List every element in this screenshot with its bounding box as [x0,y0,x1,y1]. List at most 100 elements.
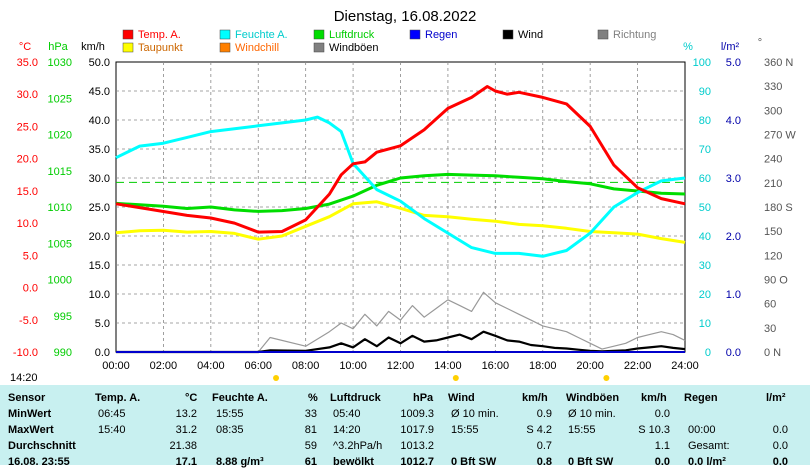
x-tick-label: 14:00 [434,360,462,372]
humidity-tick-label: 60 [699,173,711,185]
table-cell-press-v: 1012.7 [400,456,434,468]
table-cell-gust-v: 0.0 [654,456,670,468]
table-cell-gust-t: 15:55 [568,424,596,436]
table-cell-wind-v: 0.8 [536,456,552,468]
wind-unit-label: km/h [81,41,105,53]
temp-tick-label: 10.0 [17,218,38,230]
table-cell-wind-t: 15:55 [451,424,479,436]
table-cell-gust-t: Ø 10 min. [568,408,616,420]
table-cell-hum-t: 08:35 [216,424,244,436]
header-temp-unit: °C [185,392,198,404]
legend-swatch [122,42,134,53]
axis-ticks: 00:00 02:00 04:00 06:00 08:00 10:00 12:00 14:00… [13,57,796,372]
pressure-tick-label: 1010 [48,202,72,214]
axis-units: °C hPa km/h% l/m² ° [19,37,762,53]
legend-label: Richtung [613,29,656,41]
humidity-unit-label: % [683,41,693,53]
x-tick-label: 24:00 [671,360,699,372]
table-cell-press-t: ^3.2hPa/h [333,440,383,452]
table-cell-temp-t: 06:45 [98,408,126,420]
temp-tick-label: 25.0 [17,121,38,133]
series-line-feuchte-a- [115,115,686,258]
temp-tick-label: 35.0 [17,57,38,69]
legend-swatch [313,42,325,53]
x-tick-label: 18:00 [529,360,557,372]
humidity-tick-label: 30 [699,260,711,272]
direction-tick-label: 360 N [764,57,793,69]
direction-unit-label: ° [758,37,762,49]
humidity-tick-label: 100 [693,57,711,69]
wind-tick-label: 5.0 [95,318,110,330]
rain-tick-label: 3.0 [726,173,741,185]
table-cell-rain-t: 00:00 [688,424,716,436]
rain-unit-label: l/m² [721,41,740,53]
table-cell-wind-v: S 4.2 [526,424,552,436]
legend-label: Temp. A. [138,29,181,41]
legend-swatch [219,42,231,53]
table-cell-wind-v: 0.9 [536,408,552,420]
table-cell-gust-v: S 10.3 [638,424,670,436]
humidity-tick-label: 0 [705,347,711,359]
table-cell-temp-v: 31.2 [175,424,197,436]
table-cell-temp-t: 15:40 [98,424,126,436]
wind-tick-label: 30.0 [89,173,110,185]
wind-tick-label: 25.0 [89,202,110,214]
humidity-tick-label: 80 [699,115,711,127]
direction-tick-label: 210 [764,178,782,190]
table-cell-temp-v: 21.38 [169,440,197,452]
table-cell-label: MinWert [8,408,52,420]
wind-tick-label: 35.0 [89,144,110,156]
table-cell-rain-v: 0.0 [772,456,788,468]
table-cell-gust-t: 0 Bft SW [568,456,614,468]
pressure-tick-label: 1000 [48,275,72,287]
rain-tick-label: 2.0 [726,231,741,243]
x-tick-label: 04:00 [197,360,225,372]
table-cell-wind-t: 0 Bft SW [451,456,497,468]
table-cell-rain-t: Gesamt: [688,440,730,452]
table-cell-hum-t: 8.88 g/m³ [216,456,264,468]
x-tick-label: 08:00 [292,360,320,372]
series-lines [115,85,686,354]
weather-chart: Dienstag, 16.08.2022 Temp. A. Feuchte A. L… [10,8,796,384]
header-press: Luftdruck [330,392,381,404]
temp-tick-label: -10.0 [13,347,38,359]
direction-tick-label: 300 [764,105,782,117]
chart-title: Dienstag, 16.08.2022 [334,8,477,25]
legend-label: Luftdruck [329,29,375,41]
pressure-tick-label: 1030 [48,57,72,69]
table-cell-rain-v: 0.0 [772,440,788,452]
table-cell-press-t: 14:20 [333,424,361,436]
wind-tick-label: 45.0 [89,86,110,98]
temp-tick-label: 30.0 [17,89,38,101]
humidity-tick-label: 70 [699,144,711,156]
table-cell-hum-v: 33 [304,408,317,420]
table-cell-label: MaxWert [8,424,54,436]
legend-label: Feuchte A. [235,29,288,41]
pressure-tick-label: 1025 [48,93,72,105]
series-line-luftdruck [115,172,686,213]
table-cell-hum-t: 15:55 [216,408,244,420]
series-line-windb-en [116,291,686,353]
table-cell-hum-v: 81 [304,424,317,436]
wind-tick-label: 10.0 [89,289,110,301]
x-tick-label: 22:00 [624,360,652,372]
table-cell-temp-v: 13.2 [175,408,197,420]
wind-tick-label: 50.0 [89,57,110,69]
legend-label: Windchill [235,42,279,54]
table-cell-hum-v: 59 [304,440,317,452]
table-cell-press-t: 05:40 [333,408,361,420]
series-line-temp-a- [115,85,686,234]
direction-tick-label: 180 S [764,202,793,214]
header-rain-unit: l/m² [766,392,786,404]
legend-label: Windböen [329,42,379,54]
legend-swatch [219,29,231,40]
pressure-tick-label: 1020 [48,130,72,142]
direction-tick-label: 240 [764,154,782,166]
legend-label: Wind [518,29,543,41]
legend-swatch [313,29,325,40]
legend-label: Taupunkt [138,42,183,54]
rain-tick-label: 1.0 [726,289,741,301]
x-tick-label: 16:00 [482,360,510,372]
direction-tick-label: 150 [764,226,782,238]
temp-tick-label: 5.0 [23,250,38,262]
